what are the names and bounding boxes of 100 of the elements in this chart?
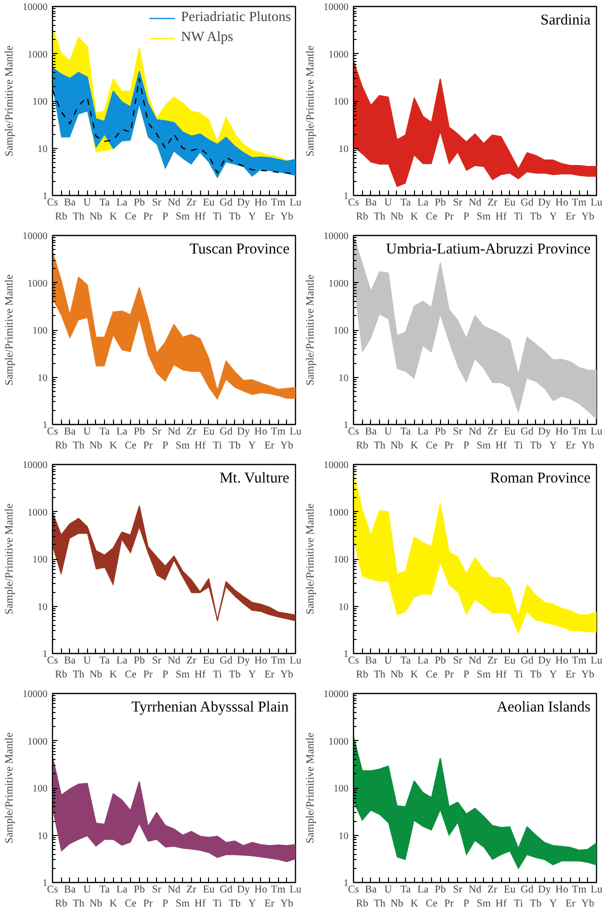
x-tick-label: Eu [504, 884, 516, 896]
x-tick-label: Ti [514, 440, 523, 452]
y-tick-label: 1000 [328, 49, 348, 60]
x-tick-label: Ho [555, 198, 568, 208]
x-tick-label: Th [72, 440, 86, 452]
y-tick-label: 1000 [28, 49, 48, 60]
y-axis-title: Sample/Primitive Mantle [304, 503, 316, 614]
x-tick-label: Th [374, 440, 386, 452]
x-tick-label: La [116, 198, 128, 208]
chart-title: Umbria-Latium-Abruzzi Province [386, 242, 591, 258]
x-tick-label: Dy [538, 198, 552, 208]
y-tick-label: 100 [334, 554, 348, 566]
x-tick-label: Zr [186, 426, 197, 438]
x-tick-label: U [384, 426, 392, 438]
x-tick-label: Ta [99, 426, 110, 438]
x-tick-label: Ta [400, 198, 412, 208]
x-tick-label: Gd [220, 198, 234, 208]
x-tick-label: Ce [426, 898, 438, 910]
x-tick-label: Eu [202, 426, 216, 438]
y-tick-label: 100 [334, 96, 348, 108]
x-tick-label: K [410, 670, 418, 680]
x-tick-label: Ta [400, 426, 412, 438]
y-tick-label: 10 [338, 372, 348, 384]
x-tick-label: K [410, 440, 418, 452]
x-tick-label: Dy [538, 656, 552, 666]
x-tick-label: Ba [64, 198, 76, 208]
x-tick-label: Pb [434, 884, 446, 896]
x-tick-label: P [162, 898, 168, 910]
x-tick-label: Sr [452, 426, 463, 438]
x-tick-label: Pb [134, 198, 145, 208]
x-tick-label: U [83, 656, 92, 666]
x-tick-label: Nb [390, 212, 404, 222]
x-tick-label: Ho [254, 656, 268, 666]
x-tick-label: Lu [590, 656, 602, 666]
x-tick-label: Ta [400, 656, 412, 666]
x-tick-label: Rb [55, 440, 68, 452]
x-tick-label: Tb [228, 440, 241, 452]
x-tick-label: Pr [143, 670, 154, 680]
x-tick-label: Lu [290, 884, 302, 896]
y-axis-title: Sample/Primitive Mantle [4, 274, 16, 386]
x-tick-label: La [417, 656, 429, 666]
x-tick-label: Cs [348, 656, 360, 666]
y-axis-title: Sample/Primitive Mantle [304, 274, 316, 386]
x-tick-label: Lu [290, 426, 302, 438]
x-tick-label: La [116, 656, 128, 666]
y-tick-label: 1 [344, 191, 348, 202]
x-tick-label: P [162, 440, 168, 452]
x-tick-label: Ho [555, 426, 568, 438]
x-tick-label: Ta [99, 198, 110, 208]
x-tick-label: Zr [186, 656, 197, 666]
x-tick-label: Tb [530, 440, 542, 452]
x-tick-label: Y [549, 212, 558, 222]
y-tick-label: 10000 [324, 460, 348, 471]
x-tick-label: Y [549, 440, 558, 452]
x-tick-label: Gd [220, 884, 234, 896]
x-tick-label: Rb [356, 898, 368, 910]
x-tick-label: Y [248, 212, 256, 222]
y-tick-label: 100 [32, 326, 48, 336]
x-tick-label: Nd [468, 884, 482, 896]
x-tick-label: Lu [290, 198, 302, 208]
x-tick-label: Th [72, 212, 86, 222]
x-tick-label: Rb [356, 212, 368, 222]
x-tick-label: Th [374, 898, 386, 910]
x-tick-label: Ba [365, 656, 378, 666]
x-tick-label: Tm [270, 426, 286, 438]
x-tick-label: Ti [514, 212, 523, 222]
chart-title: Aeolian Islands [496, 700, 591, 716]
y-tick-label: 10 [38, 830, 48, 842]
x-tick-label: Hf [194, 898, 206, 910]
x-tick-label: U [384, 198, 392, 208]
x-tick-label: Y [248, 898, 256, 910]
legend-label: NW Alps [180, 30, 234, 46]
x-tick-label: Hf [495, 212, 508, 222]
x-tick-label: U [384, 884, 392, 896]
x-tick-label: Pb [434, 426, 446, 438]
x-tick-label: Nb [89, 670, 102, 680]
x-tick-label: Tm [572, 198, 586, 208]
y-tick-label: 10000 [324, 689, 348, 700]
x-tick-label: Tb [228, 898, 241, 910]
x-tick-label: Sr [152, 426, 162, 438]
x-tick-label: Y [248, 670, 256, 680]
x-tick-label: Nb [390, 440, 404, 452]
x-tick-label: P [463, 212, 470, 222]
x-tick-label: Y [248, 440, 256, 452]
x-tick-label: Gd [520, 656, 534, 666]
x-tick-label: Ta [400, 884, 412, 896]
y-tick-label: 10 [38, 372, 48, 384]
x-tick-label: K [410, 212, 418, 222]
x-tick-label: Nb [390, 670, 404, 680]
x-tick-label: Pr [444, 212, 454, 222]
x-tick-label: Pr [444, 898, 454, 910]
y-tick-label: 10 [338, 602, 348, 613]
x-tick-label: Gd [520, 884, 534, 896]
x-tick-label: Ho [254, 198, 268, 208]
y-tick-label: 10000 [22, 460, 48, 471]
x-tick-label: K [109, 898, 118, 910]
y-tick-label: 100 [32, 96, 48, 108]
x-tick-label: Ce [124, 670, 137, 680]
x-tick-label: Yb [581, 440, 594, 452]
x-tick-label: K [410, 898, 418, 910]
